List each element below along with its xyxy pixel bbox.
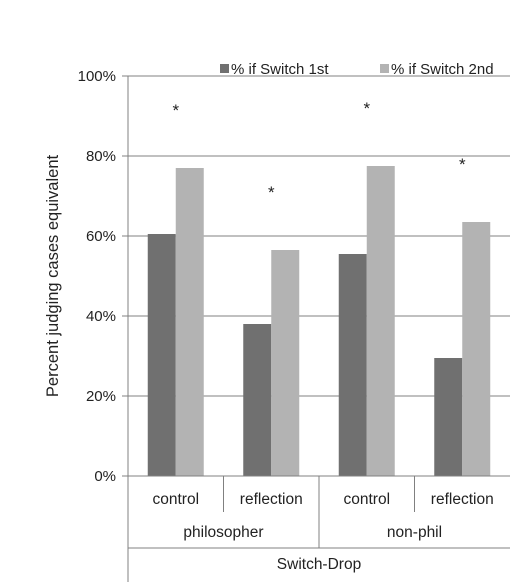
bar-switch-1st — [147, 234, 176, 476]
bar-switch-1st — [338, 254, 367, 476]
significance-star: * — [268, 183, 275, 202]
significance-markers: * * * * — [172, 99, 466, 202]
legend-swatch — [220, 64, 229, 73]
y-tick-label: 100% — [78, 68, 116, 85]
y-tick-label: 0% — [94, 468, 116, 485]
axes — [127, 76, 510, 582]
bar-switch-2nd — [271, 250, 300, 476]
y-tick-label: 20% — [86, 388, 116, 405]
y-tick-label: 80% — [86, 148, 116, 165]
category-label: control — [343, 491, 390, 508]
y-tick-labels: 0% 20% 40% 60% 80% 100% — [78, 68, 116, 485]
category-label: reflection — [240, 491, 303, 508]
legend-label: % if Switch 2nd — [391, 61, 494, 78]
bars — [147, 166, 491, 476]
bar-switch-1st — [243, 324, 272, 476]
group-label: non-phil — [387, 524, 442, 541]
bar-switch-1st — [434, 358, 463, 476]
category-labels: control reflection control reflection — [152, 491, 493, 508]
significance-star: * — [363, 99, 370, 118]
y-tick-label: 40% — [86, 308, 116, 325]
group-label: philosopher — [183, 524, 263, 541]
x-axis-label: Switch-Drop — [277, 556, 361, 573]
legend: % if Switch 1st % if Switch 2nd — [220, 61, 494, 78]
category-label: reflection — [431, 491, 494, 508]
legend-swatch — [380, 64, 389, 73]
y-tick-label: 60% — [86, 228, 116, 245]
y-axis-label: Percent judging cases equivalent — [44, 155, 62, 398]
bar-switch-2nd — [366, 166, 395, 476]
bar-switch-2nd — [462, 222, 491, 476]
group-labels: philosopher non-phil — [183, 524, 442, 541]
significance-star: * — [459, 155, 466, 174]
significance-star: * — [172, 101, 179, 120]
category-label: control — [152, 491, 199, 508]
bar-switch-2nd — [175, 168, 204, 476]
legend-label: % if Switch 1st — [231, 61, 329, 78]
